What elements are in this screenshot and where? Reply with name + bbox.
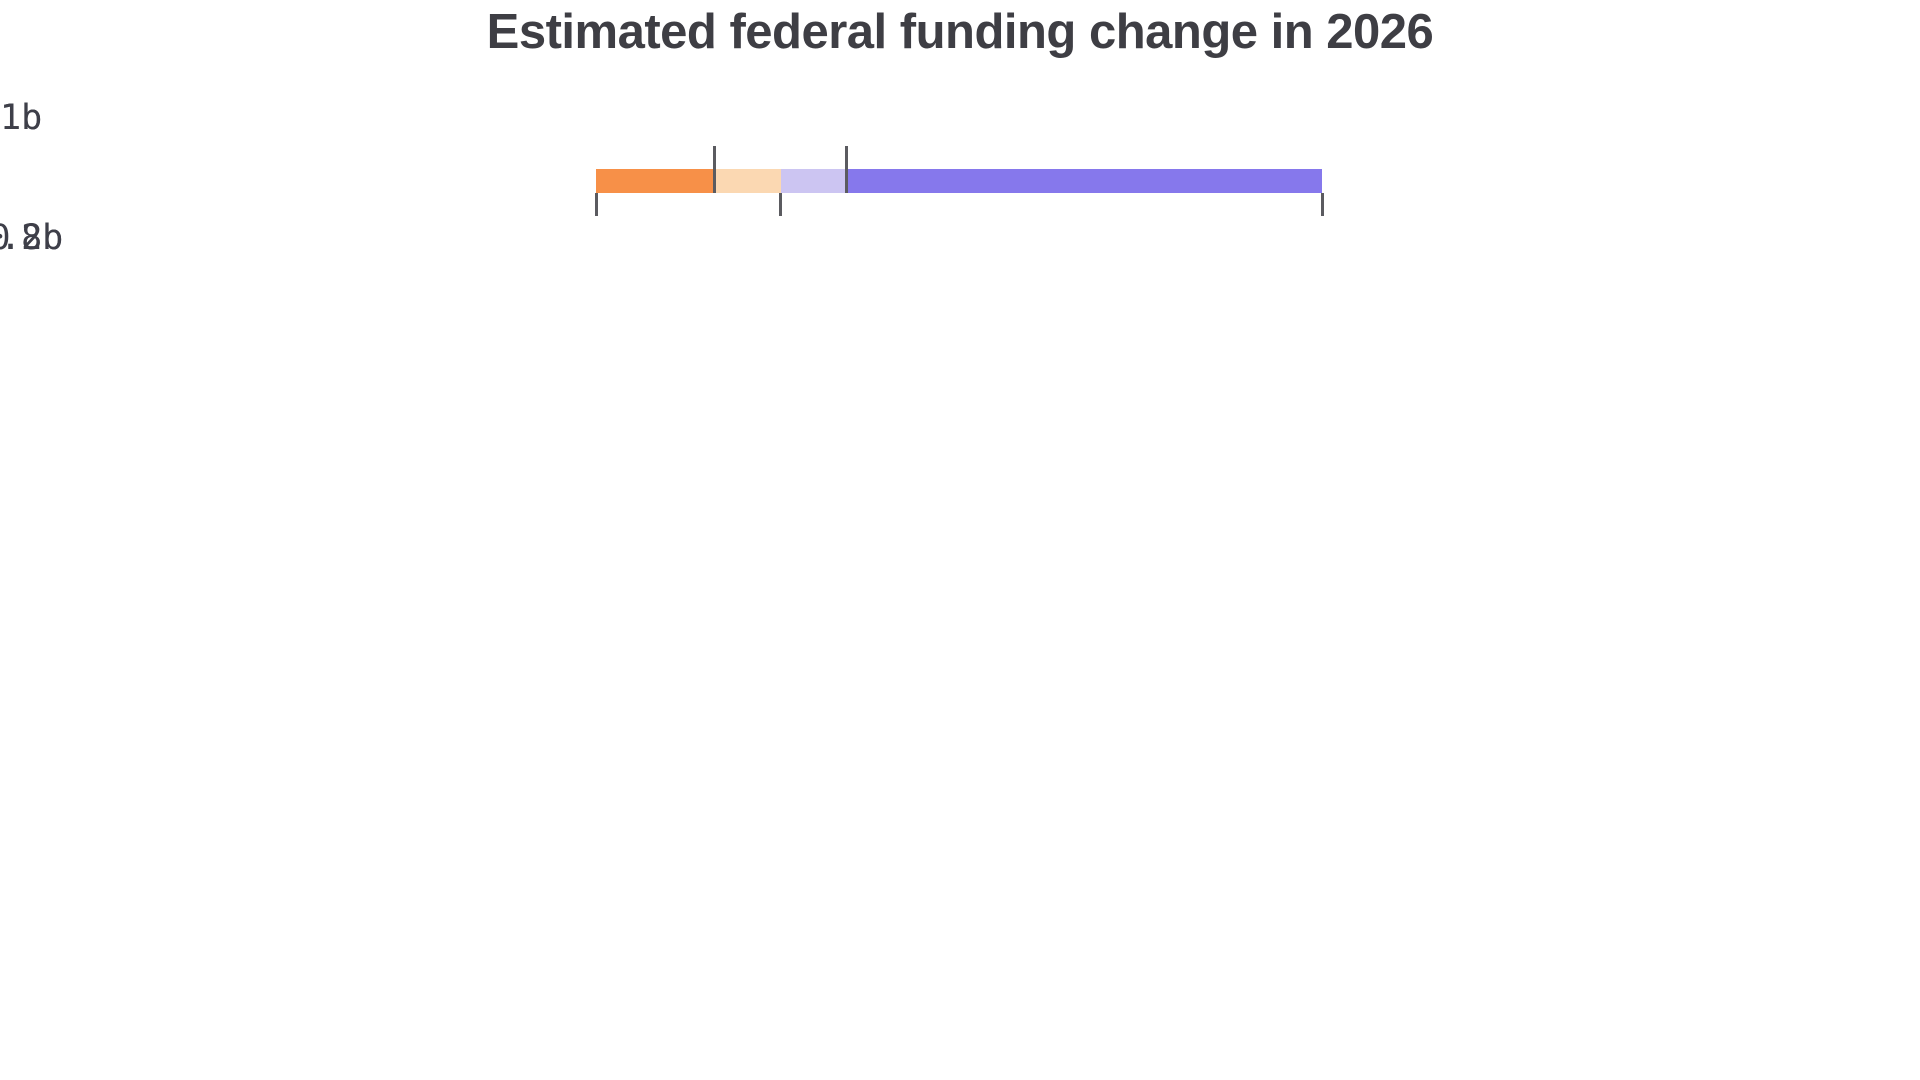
legend-segment-pos-small (780, 169, 847, 193)
legend-label-max: +$8.2b (0, 218, 64, 258)
chart-title: Estimated federal funding change in 2026 (486, 5, 1434, 59)
legend-label-neg1b: −$1b (0, 98, 43, 138)
legend-label-min: −$2.8b (0, 218, 64, 258)
legend-tick-min (594, 193, 598, 216)
legend-label-zero: 0 (0, 218, 11, 258)
legend-segment-neg-small (714, 169, 781, 193)
legend-tick-pos1b (845, 146, 849, 193)
legend-tick-neg1b (713, 146, 717, 193)
legend-tick-max (1320, 193, 1324, 216)
legend-segment-pos-big (846, 169, 1322, 193)
legend-tick-zero (779, 193, 783, 216)
legend-segment-neg-big (596, 169, 715, 193)
color-scale-legend: −$1b +$1b −$2.8b 0 +$8.2b (0, 0, 1920, 260)
legend-label-pos1b: +$1b (0, 98, 43, 138)
